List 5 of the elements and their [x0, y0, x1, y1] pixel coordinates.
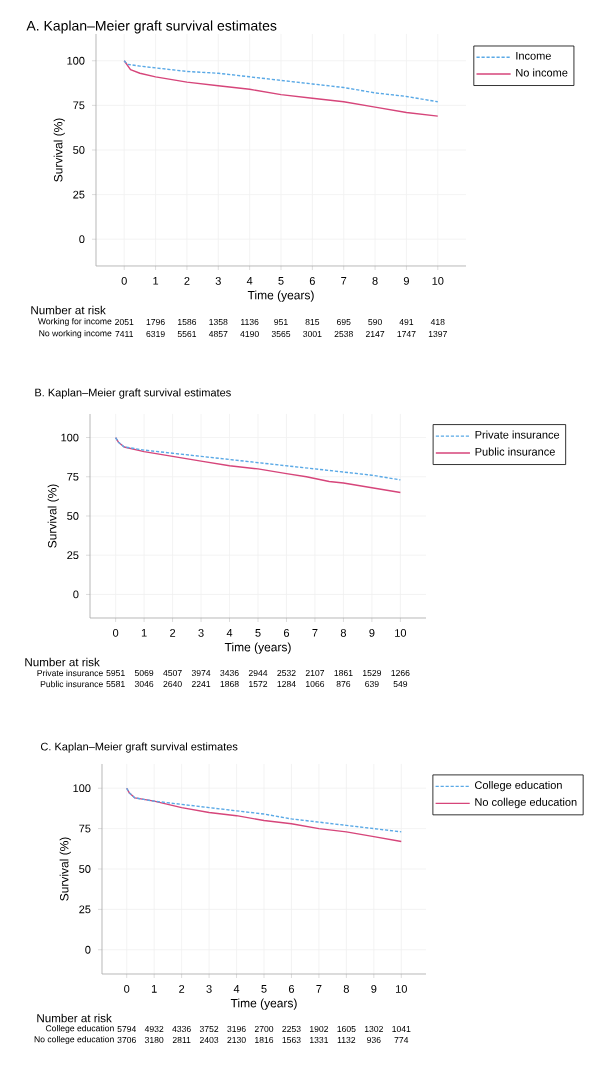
- line-series: [126, 787, 402, 843]
- line-series: [114, 436, 402, 494]
- line-series: [123, 60, 439, 103]
- line-series: [123, 60, 439, 117]
- line-series: [126, 787, 402, 833]
